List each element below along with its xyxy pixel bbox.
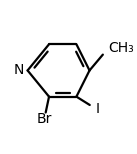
Text: Br: Br (37, 112, 52, 126)
Text: I: I (95, 101, 99, 116)
Text: N: N (14, 63, 24, 77)
Text: CH₃: CH₃ (109, 41, 134, 55)
